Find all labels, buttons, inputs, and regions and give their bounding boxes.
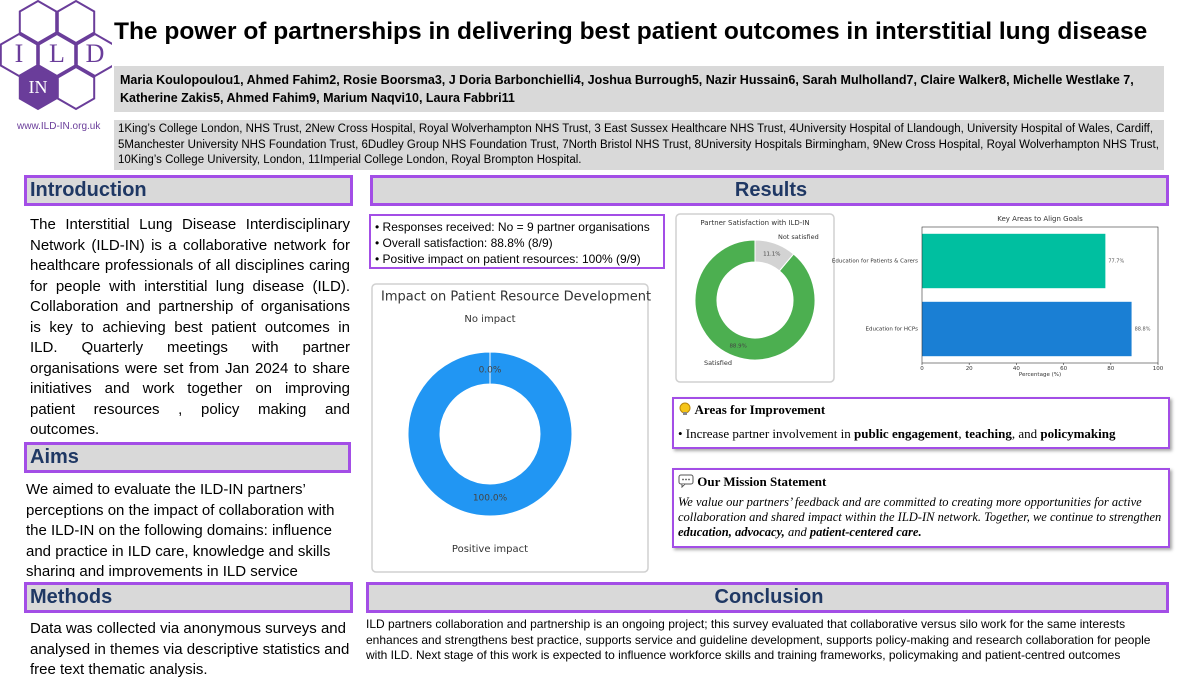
text: • Increase partner involvement in [678,426,855,441]
donut-segment [754,239,795,272]
results-list: • Responses received: No = 9 partner org… [375,219,659,267]
section-heading: Conclusion [366,582,1169,613]
improvement-text: • Increase partner involvement in public… [678,426,1164,442]
emphasis: teaching [964,426,1012,441]
segment-value-label: 88.9% [729,344,746,350]
segment-label: Not satisfied [778,233,819,241]
result-item: • Responses received: No = 9 partner org… [375,220,650,234]
plot-frame [921,226,1159,364]
heading-text: Our Mission Statement [697,474,827,489]
section-heading: Results [370,175,1169,206]
x-tick-label: 0 [920,366,924,372]
x-tick-label: 60 [1060,366,1067,372]
chart-frame [371,283,649,573]
y-tick-label: Education for HCPs [865,327,918,333]
hexagon [56,0,96,45]
title: The power of partnerships in delivering … [114,18,1148,45]
segment-label: No impact [464,314,515,325]
mission-text: We value our partners’ feedback and are … [678,495,1164,540]
results-summary: • Responses received: No = 9 partner org… [369,214,665,269]
emphasis: education, advocacy, [678,525,785,539]
y-tick-label: Education for Patients & Carers [832,259,918,265]
hexagon [56,65,96,111]
chart-frame [675,213,835,383]
speech-icon [678,474,694,489]
chart-title: Key Areas to Align Goals [997,215,1083,223]
logo-url: www.ILD-IN.org.uk [17,121,101,132]
mission-heading: Our Mission Statement [678,472,1164,492]
aims-text: We aimed to evaluate the ILD-IN partners… [26,481,335,577]
section-heading: Methods [24,582,353,613]
hexagon [18,65,58,111]
logo-letter: I [15,39,24,68]
hexagon [18,0,58,45]
section-heading: Aims [24,442,351,473]
bulb-icon [679,402,691,415]
result-item: • Overall satisfaction: 88.8% (8/9) [375,236,553,250]
hexagon [0,32,39,78]
text: , and [1011,426,1041,441]
introduction-text: The Interstitial Lung Disease Interdisci… [30,216,350,438]
text: and [784,525,810,539]
emphasis: public engagement [854,426,959,441]
mission-box: Our Mission Statement We value our partn… [672,468,1170,548]
x-tick-label: 80 [1107,366,1114,372]
segment-label: Satisfied [704,359,732,367]
logo-letter: D [86,39,105,68]
authors: Maria Koulopoulou1, Ahmed Fahim2, Rosie … [114,66,1164,112]
bar [922,233,1106,289]
donut-segment [694,239,816,361]
x-tick-label: 100 [1153,366,1164,372]
conclusion-text: ILD partners collaboration and partnersh… [366,617,1151,662]
bar [922,301,1132,357]
x-tick-label: 40 [1013,366,1020,372]
emphasis: policymaking [1040,426,1116,441]
improvement-heading: Areas for Improvement [678,401,1164,419]
segment-value-label: 11.1% [763,251,780,257]
text: , [958,426,965,441]
segment-value-label: 100.0% [473,493,508,503]
segment-value-label: 0.0% [479,366,502,376]
logo-letter: IN [29,77,48,97]
logo-letter: L [49,39,65,68]
improvement-box: Areas for Improvement • Increase partner… [672,397,1170,449]
hexagon [75,32,112,78]
logo: I L D IN [0,0,112,111]
emphasis: patient-centered care. [809,525,922,539]
x-tick-label: 20 [966,366,973,372]
x-axis-label: Percentage (%) [1019,372,1061,378]
segment-label: Positive impact [452,544,528,555]
section-heading: Introduction [24,175,353,206]
bar-value-label: 77.7% [1108,259,1124,265]
methods-text: Data was collected via anonymous surveys… [30,620,350,678]
heading-text: Areas for Improvement [694,402,826,417]
chart-title: Impact on Patient Resource Development [381,290,651,305]
affiliations: 1King’s College London, NHS Trust, 2New … [114,120,1164,170]
donut-segment [407,351,573,517]
chart-title: Partner Satisfaction with ILD-IN [700,219,809,227]
hexagon [37,32,77,78]
bar-value-label: 88.8% [1135,327,1151,333]
text: We value our partners’ feedback and are … [678,495,1162,524]
result-item: • Positive impact on patient resources: … [375,252,641,266]
